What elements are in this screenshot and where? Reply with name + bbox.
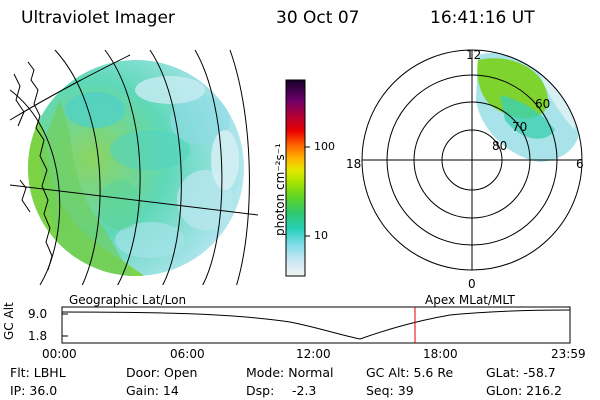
status-flt: Flt: LBHL [10, 365, 66, 380]
status-glon: GLon: 216.2 [486, 383, 562, 398]
status-door: Door: Open [126, 365, 198, 380]
status-glat: GLat: -58.7 [486, 365, 556, 380]
colorbar [285, 79, 310, 277]
time-tick-0000: 00:00 [42, 347, 77, 361]
apex-label: Apex MLat/MLT [425, 293, 515, 307]
altitude-plot [61, 306, 571, 344]
status-seq: Seq: 39 [366, 383, 414, 398]
date-label: 30 Oct 07 [276, 8, 360, 28]
mlt-label-12: 12 [466, 48, 482, 62]
mlt-label-0: 0 [468, 277, 476, 291]
colorbar-tick-100: 100 [314, 140, 335, 153]
status-dsp-label: Dsp: [246, 383, 275, 398]
status-gc-alt: GC Alt: 5.6 Re [366, 365, 454, 380]
lat-label-80: 80 [492, 139, 508, 153]
altitude-tick-9: 9.0 [28, 307, 48, 321]
mlt-label-6: 6 [576, 157, 584, 171]
time-tick-0600: 06:00 [170, 347, 205, 361]
geographic-label: Geographic Lat/Lon [69, 293, 187, 307]
colorbar-tick-10: 10 [314, 229, 328, 242]
lat-label-60: 60 [535, 97, 551, 111]
status-dsp-value: -2.3 [292, 383, 317, 398]
time-tick-2359: 23:59 [551, 347, 586, 361]
geographic-image [9, 49, 258, 285]
lat-label-70: 70 [512, 120, 528, 134]
status-mode: Mode: Normal [246, 365, 334, 380]
status-ip: IP: 36.0 [10, 383, 58, 398]
instrument-title: Ultraviolet Imager [21, 8, 175, 28]
time-label: 16:41:16 UT [430, 8, 535, 28]
time-tick-1800: 18:00 [423, 347, 458, 361]
time-tick-1200: 12:00 [296, 347, 331, 361]
colorbar-unit-label: photon cm⁻²s⁻¹ [273, 143, 287, 236]
altitude-ylabel: GC Alt [2, 302, 16, 340]
altitude-tick-1-8: 1.8 [28, 329, 48, 343]
mlt-label-18: 18 [346, 157, 362, 171]
status-gain: Gain: 14 [126, 383, 179, 398]
polar-plot [361, 49, 583, 271]
